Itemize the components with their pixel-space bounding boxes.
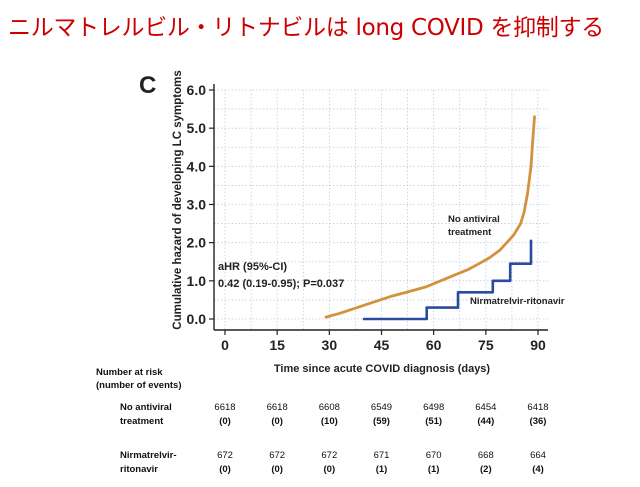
y-tick-label: 6.0 <box>187 82 207 98</box>
x-tick-label: 75 <box>478 337 494 353</box>
x-tick-label: 60 <box>426 337 442 353</box>
y-tick-label: 4.0 <box>187 158 207 174</box>
chart-series <box>324 115 536 321</box>
x-tick-label: 90 <box>530 337 546 353</box>
annotation-line-2: 0.42 (0.19-0.95); P=0.037 <box>218 278 344 290</box>
risk-header-line-2: (number of events) <box>96 380 182 391</box>
risk-at-risk-value: 670 <box>426 450 442 461</box>
risk-events-value: (51) <box>425 416 442 427</box>
series-label-no-antiviral-2: treatment <box>448 227 492 238</box>
series-label-nirmatrelvir: Nirmatrelvir-ritonavir <box>470 296 565 307</box>
x-tick-labels: 0 15 30 45 60 75 90 <box>221 337 546 353</box>
risk-at-risk-value: 6549 <box>371 402 392 413</box>
x-axis-label: Time since acute COVID diagnosis (days) <box>274 363 491 375</box>
y-tick-label: 3.0 <box>187 197 207 213</box>
x-tick-label: 0 <box>221 337 229 353</box>
risk-events-value: (4) <box>532 464 544 475</box>
risk-at-risk-value: 6618 <box>214 402 235 413</box>
annotation-line-1: aHR (95%-CI) <box>218 261 287 273</box>
y-tick-label: 2.0 <box>187 235 207 251</box>
series-line-nirmatrelvir <box>362 239 533 321</box>
risk-events-value: (44) <box>477 416 494 427</box>
risk-events-value: (59) <box>373 416 390 427</box>
risk-at-risk-value: 672 <box>321 450 337 461</box>
risk-at-risk-value: 6418 <box>527 402 548 413</box>
risk-events-value: (0) <box>271 416 283 427</box>
risk-row-label-line-2: treatment <box>120 416 164 427</box>
panel-label: C <box>139 72 156 99</box>
risk-row-label-line-2: ritonavir <box>120 464 158 475</box>
risk-events-value: (1) <box>376 464 388 475</box>
risk-header-line-1: Number at risk <box>96 367 163 378</box>
chart-grid <box>214 89 548 330</box>
risk-events-value: (36) <box>530 416 547 427</box>
risk-at-risk-value: 672 <box>217 450 233 461</box>
y-axis-label: Cumulative hazard of developing LC sympt… <box>172 70 184 329</box>
risk-events-value: (2) <box>480 464 492 475</box>
risk-at-risk-value: 6618 <box>267 402 288 413</box>
x-tick-label: 30 <box>322 337 338 353</box>
slide-title: ニルマトレルビル・リトナビルは long COVID を抑制する <box>8 15 604 41</box>
y-tick-label: 0.0 <box>187 311 207 327</box>
risk-at-risk-value: 668 <box>478 450 494 461</box>
y-tick-label: 1.0 <box>187 273 207 289</box>
risk-events-value: (0) <box>219 464 231 475</box>
risk-at-risk-value: 672 <box>269 450 285 461</box>
risk-at-risk-value: 6498 <box>423 402 444 413</box>
risk-events-value: (1) <box>428 464 440 475</box>
y-tick-label: 5.0 <box>187 120 207 136</box>
risk-events-value: (0) <box>271 464 283 475</box>
risk-row-label-line-1: Nirmatrelvir- <box>120 450 177 461</box>
risk-events-value: (0) <box>324 464 336 475</box>
risk-events-value: (0) <box>219 416 231 427</box>
x-tick-label: 45 <box>374 337 390 353</box>
y-tick-labels: 0.0 1.0 2.0 3.0 4.0 5.0 6.0 <box>187 82 207 327</box>
risk-events-value: (10) <box>321 416 338 427</box>
risk-at-risk-value: 664 <box>530 450 546 461</box>
chart-axes <box>209 84 548 335</box>
x-tick-label: 15 <box>269 337 285 353</box>
risk-at-risk-value: 6454 <box>475 402 496 413</box>
risk-table: Number at risk (number of events) No ant… <box>96 367 549 475</box>
risk-at-risk-value: 6608 <box>319 402 340 413</box>
series-label-no-antiviral-1: No antiviral <box>448 214 500 225</box>
risk-row-label-line-1: No antiviral <box>120 402 172 413</box>
risk-at-risk-value: 671 <box>374 450 390 461</box>
series-line-no-antiviral <box>324 115 536 319</box>
